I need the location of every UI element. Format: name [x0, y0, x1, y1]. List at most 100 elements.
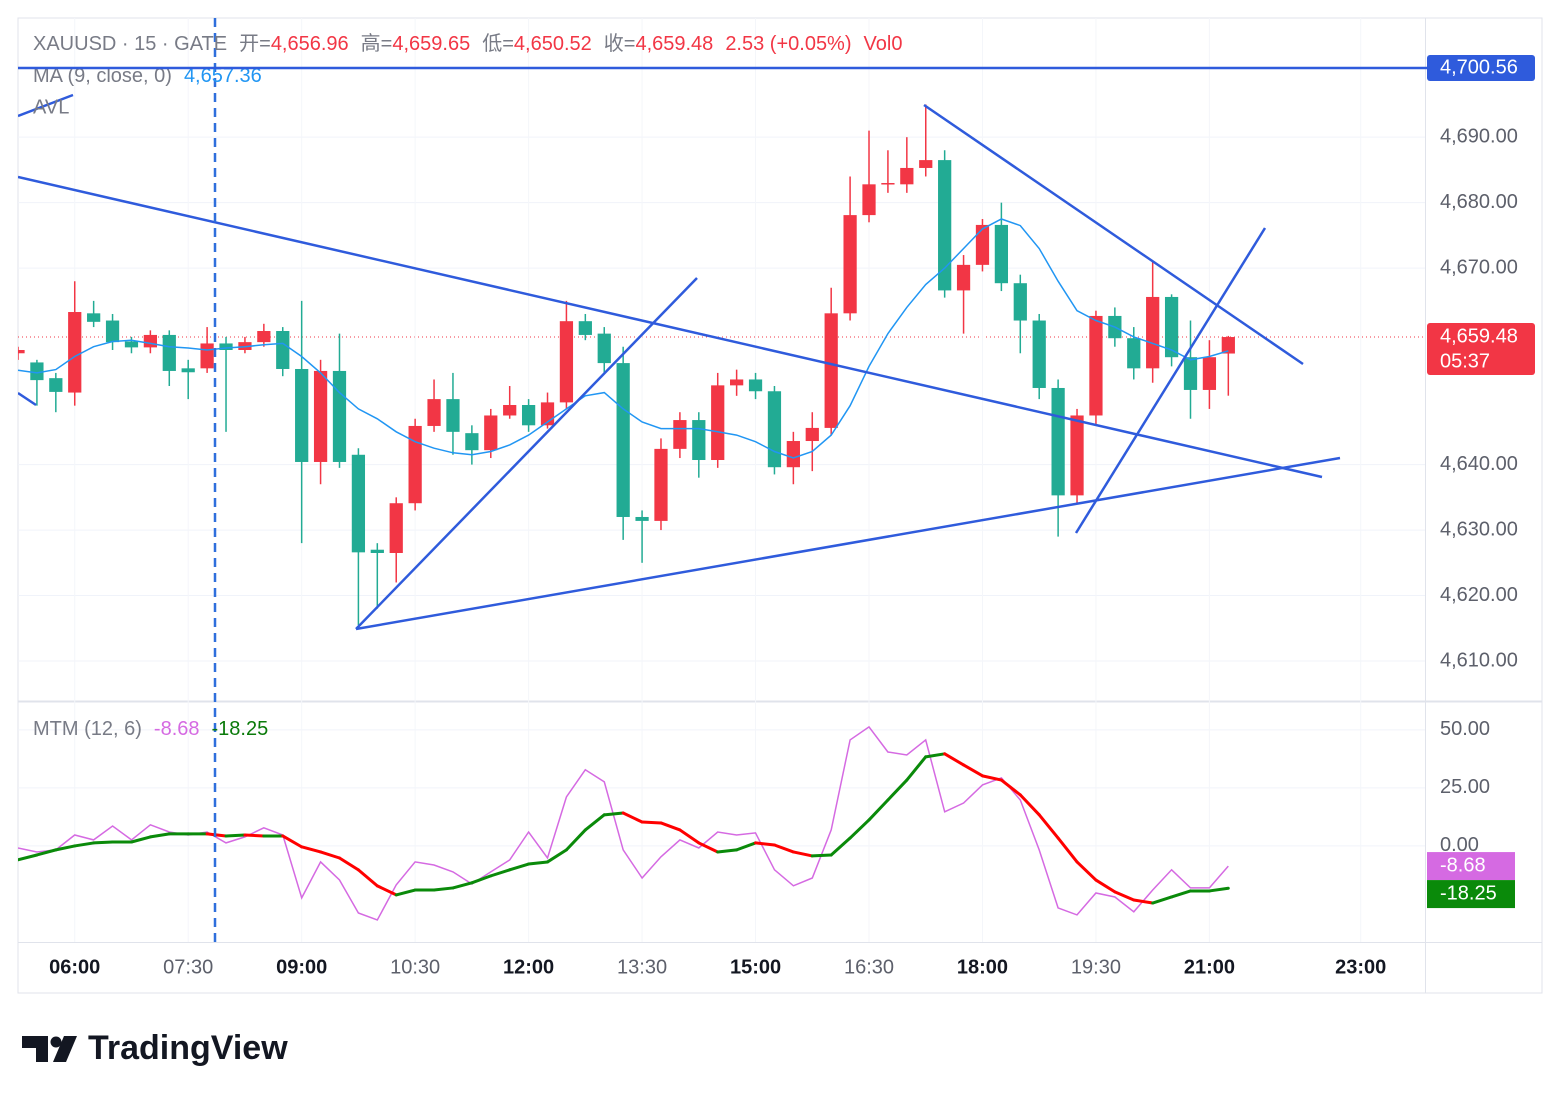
- candle-body: [370, 549, 384, 553]
- trend-line: [355, 277, 698, 630]
- signal-segment: [281, 834, 304, 849]
- signal-segment: [1018, 793, 1041, 817]
- ohlc-label: 低=: [482, 32, 514, 55]
- x-tick-label: 09:00: [276, 956, 327, 978]
- signal-segment: [205, 832, 228, 838]
- symbol: XAUUSD · 15 · GATE: [33, 33, 227, 55]
- candle-body: [408, 425, 422, 504]
- candle-body: [124, 341, 139, 348]
- candle-body: [276, 331, 290, 369]
- y-tick-label: 4,620.00: [1440, 584, 1518, 606]
- ohlc-label: 收=: [604, 32, 636, 55]
- signal-segment: [319, 850, 341, 860]
- signal-segment: [527, 860, 550, 866]
- x-tick-label: 15:00: [730, 956, 781, 978]
- candle-body: [843, 215, 857, 314]
- candle-body: [919, 160, 933, 168]
- candle-body: [786, 441, 800, 468]
- candle-body: [1202, 357, 1217, 390]
- candle-body: [824, 313, 838, 428]
- signal-segment: [886, 778, 909, 802]
- signal-segment: [1207, 886, 1230, 893]
- signal-segment: [337, 856, 360, 872]
- mtm-pane: [18, 725, 1230, 921]
- logo-mark: [53, 1036, 77, 1062]
- ma-legend: MA (9, close, 0) 4,657.36: [33, 65, 262, 87]
- ohlc-label: 开=: [239, 33, 271, 55]
- candle-body: [597, 333, 611, 364]
- signal-segment: [697, 841, 720, 854]
- signal-segment: [92, 840, 115, 845]
- candle-body: [1051, 387, 1065, 496]
- signal-segment: [18, 853, 39, 862]
- y-tick-label: 4,640.00: [1440, 453, 1518, 475]
- y-tick-label: 25.00: [1440, 776, 1490, 798]
- y-tick-label: 4,610.00: [1440, 649, 1518, 671]
- x-tick-label: 16:30: [844, 956, 894, 978]
- candle-body: [87, 313, 101, 322]
- candle-body: [200, 343, 214, 369]
- logo: TradingView: [22, 1029, 288, 1067]
- signal-segment: [1151, 895, 1174, 905]
- avl-legend: AVL: [33, 96, 69, 118]
- legend-row: XAUUSD · 15 · GATE 开=4,656.96 高=4,659.65 低=…: [33, 32, 902, 55]
- candle-body: [881, 183, 895, 185]
- x-tick-label: 06:00: [49, 956, 100, 978]
- signal-segment: [35, 848, 58, 857]
- signal-segment: [905, 755, 928, 782]
- mtm-signal-value: -18.25: [212, 718, 269, 740]
- y-tick-label: 50.00: [1440, 718, 1490, 740]
- hline-tag-label: 4,700.56: [1440, 56, 1518, 78]
- signal-segment: [943, 752, 966, 767]
- candle-body: [30, 362, 44, 381]
- ohlc-label: 高=: [361, 32, 393, 55]
- candle-body: [332, 370, 347, 462]
- signal-segment: [583, 813, 606, 832]
- axes: 4,610.00 4,620.00 4,630.00 4,640.00 4,670.00…: [49, 55, 1535, 978]
- signal-segment: [1113, 890, 1136, 902]
- signal-segment: [867, 798, 890, 822]
- countdown: 05:37: [1440, 350, 1490, 372]
- signal-segment: [432, 886, 455, 892]
- candle-body: [521, 405, 536, 426]
- candle-body: [181, 368, 195, 373]
- candle-body: [805, 427, 819, 442]
- candle-body: [616, 363, 630, 517]
- candle-body: [654, 448, 668, 521]
- y-tick-label: 4,690.00: [1440, 125, 1518, 147]
- candle-body: [711, 385, 725, 461]
- candle-body: [427, 399, 441, 426]
- signal-segment: [451, 881, 474, 890]
- logo-mark: [22, 1036, 48, 1062]
- mtm-line: [18, 725, 1229, 921]
- ohlc-value: 4,656.96: [271, 33, 349, 55]
- mtm-value: -8.68: [154, 718, 200, 740]
- signal-segment: [243, 833, 266, 838]
- signal-segment: [999, 778, 1022, 797]
- signal-segment: [810, 853, 833, 858]
- signal-segment: [1132, 898, 1155, 905]
- signal-segment: [489, 868, 512, 878]
- trend-line: [18, 391, 37, 407]
- candle-body: [692, 420, 706, 461]
- signal-segment: [546, 848, 568, 864]
- candle-body: [295, 368, 309, 462]
- signal-segment: [300, 845, 323, 854]
- candle-body: [956, 264, 971, 291]
- signal-segment: [73, 841, 96, 848]
- candle-body: [635, 516, 649, 521]
- last-price-tag: [1427, 323, 1535, 376]
- value-tag-label: -18.25: [1440, 882, 1497, 904]
- candle-body: [975, 224, 990, 265]
- value-tag-label: -8.68: [1440, 854, 1486, 876]
- candle-body: [389, 503, 403, 553]
- candle-body: [1070, 415, 1084, 496]
- drawings: [18, 93, 1341, 631]
- signal-segment: [924, 752, 947, 759]
- candle-body: [1221, 337, 1235, 354]
- candle-body: [559, 321, 574, 403]
- signal-segment: [148, 832, 171, 839]
- last-price-label: 4,659.48: [1440, 325, 1518, 347]
- signal-segment: [621, 811, 644, 824]
- value-tag: [1427, 852, 1515, 881]
